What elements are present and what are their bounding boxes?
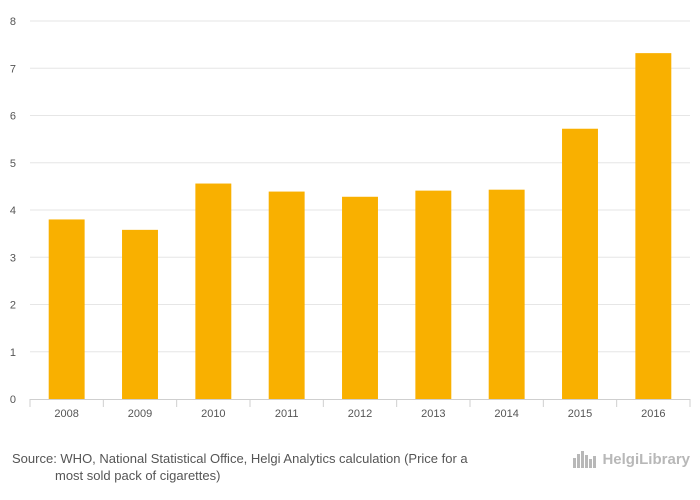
x-tick-label-2011: 2011: [275, 408, 299, 420]
y-tick-label-5: 5: [10, 158, 16, 170]
x-tick-label-2010: 2010: [201, 408, 225, 420]
y-tick-label-8: 8: [10, 16, 16, 28]
x-axis: [29, 399, 691, 407]
x-tick-label-2013: 2013: [421, 408, 445, 420]
x-axis-ticks: 2008 2009 2010 2011 2012 2013 2014 2015 2016: [54, 408, 665, 420]
bar-2009[interactable]: [122, 229, 158, 399]
y-tick-label-0: 0: [10, 394, 16, 406]
bar-2008[interactable]: [48, 219, 85, 399]
source-note: Source: WHO, National Statistical Office…: [12, 450, 552, 484]
x-tick-label-2008: 2008: [54, 408, 78, 420]
bar-2013[interactable]: [415, 190, 452, 399]
x-tick-label-2015: 2015: [568, 408, 592, 420]
x-tick-label-2014: 2014: [494, 408, 518, 420]
city-skyline-icon: [573, 451, 597, 468]
helgilibrary-logo[interactable]: HelgiLibrary: [572, 449, 690, 469]
bar-2010[interactable]: [195, 183, 232, 399]
bar-2011[interactable]: [268, 191, 305, 399]
x-tick-label-2012: 2012: [348, 408, 372, 420]
bars: [48, 53, 672, 400]
x-tick-label-2016: 2016: [641, 408, 665, 420]
bar-2016[interactable]: [635, 53, 672, 399]
y-tick-label-1: 1: [10, 347, 16, 359]
source-line-2: most sold pack of cigarettes): [55, 468, 221, 483]
bar-2014[interactable]: [488, 189, 525, 399]
x-tick-label-2009: 2009: [128, 408, 152, 420]
chart-footer: Source: WHO, National Statistical Office…: [0, 440, 700, 500]
y-tick-label-7: 7: [10, 63, 16, 75]
bar-2015[interactable]: [562, 128, 598, 400]
y-tick-label-3: 3: [10, 252, 16, 264]
y-tick-label-6: 6: [10, 111, 16, 123]
logo-text: HelgiLibrary: [602, 450, 690, 468]
y-axis-ticks: 0 1 2 3 4 5 6 7 8: [10, 16, 16, 406]
y-tick-label-2: 2: [10, 300, 16, 312]
source-line-1: Source: WHO, National Statistical Office…: [12, 451, 468, 466]
y-tick-label-4: 4: [10, 205, 16, 217]
bar-2012[interactable]: [342, 196, 378, 399]
